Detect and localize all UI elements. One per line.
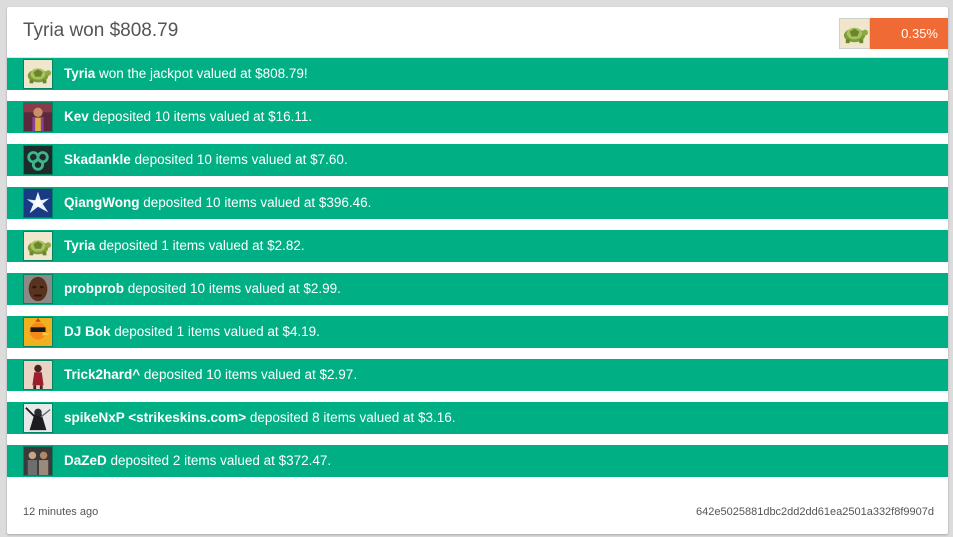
dancer-avatar-icon[interactable]: [23, 360, 53, 390]
burst-avatar-icon[interactable]: [23, 188, 53, 218]
round-footer: 12 minutes ago 642e5025881dbc2dd2dd61ea2…: [7, 494, 948, 534]
deposit-row: QiangWong deposited 10 items valued at $…: [7, 187, 948, 219]
deposit-description: deposited 1 items valued at $2.82.: [95, 238, 305, 253]
chicken-avatar-icon[interactable]: [23, 317, 53, 347]
deposit-text: DaZeD deposited 2 items valued at $372.4…: [64, 453, 331, 468]
player-name[interactable]: Skadankle: [64, 152, 131, 167]
player-name[interactable]: probprob: [64, 281, 124, 296]
deposit-description: deposited 2 items valued at $372.47.: [106, 453, 332, 468]
deposit-description: deposited 10 items valued at $2.97.: [140, 367, 358, 382]
deposit-row: Tyria deposited 1 items valued at $2.82.: [7, 230, 948, 262]
deposit-row: Tyria won the jackpot valued at $808.79!: [7, 58, 948, 90]
jackpot-round-card: Tyria won $808.79 0.35% Tyria won the ja…: [7, 7, 948, 534]
deposit-row: Skadankle deposited 10 items valued at $…: [7, 144, 948, 176]
winner-summary: 0.35%: [839, 18, 948, 49]
deposit-text: spikeNxP <strikeskins.com> deposited 8 i…: [64, 410, 456, 425]
deposit-text: Kev deposited 10 items valued at $16.11.: [64, 109, 312, 124]
deposit-text: Tyria deposited 1 items valued at $2.82.: [64, 238, 305, 253]
player-name[interactable]: Tyria: [64, 66, 96, 81]
deposit-text: QiangWong deposited 10 items valued at $…: [64, 195, 371, 210]
round-time: 12 minutes ago: [23, 506, 99, 518]
round-header: Tyria won $808.79 0.35%: [7, 7, 948, 58]
player-name[interactable]: spikeNxP <strikeskins.com>: [64, 410, 247, 425]
deposit-row: DaZeD deposited 2 items valued at $372.4…: [7, 445, 948, 477]
group-avatar-icon[interactable]: [23, 446, 53, 476]
player-name[interactable]: DJ Bok: [64, 324, 111, 339]
deposit-description: deposited 8 items valued at $3.16.: [246, 410, 456, 425]
deposit-description: deposited 10 items valued at $7.60.: [130, 152, 348, 167]
deposit-description: deposited 10 items valued at $2.99.: [124, 281, 341, 296]
ninja-avatar-icon[interactable]: [23, 403, 53, 433]
round-title: Tyria won $808.79: [23, 20, 179, 41]
player-name[interactable]: Trick2hard^: [64, 367, 141, 382]
deposit-description: won the jackpot valued at $808.79!: [95, 66, 308, 81]
deposit-text: Skadankle deposited 10 items valued at $…: [64, 152, 348, 167]
deposit-description: deposited 10 items valued at $396.46.: [139, 195, 372, 210]
face-avatar-icon[interactable]: [23, 274, 53, 304]
player-name[interactable]: DaZeD: [64, 453, 107, 468]
deposit-description: deposited 10 items valued at $16.11.: [88, 109, 313, 124]
round-hash: 642e5025881dbc2dd2dd61ea2501a332f8f9907d: [696, 506, 934, 518]
turtle-avatar-icon[interactable]: [839, 18, 870, 49]
deposit-row: DJ Bok deposited 1 items valued at $4.19…: [7, 316, 948, 348]
deposit-row: Kev deposited 10 items valued at $16.11.: [7, 101, 948, 133]
deposit-row: probprob deposited 10 items valued at $2…: [7, 273, 948, 305]
deposit-text: Trick2hard^ deposited 10 items valued at…: [64, 367, 357, 382]
turtle-avatar-icon-graphic: [840, 19, 869, 48]
turtle-avatar-icon[interactable]: [23, 231, 53, 261]
turtle-avatar-icon[interactable]: [23, 59, 53, 89]
win-chance: 0.35%: [870, 18, 948, 49]
person-avatar-icon[interactable]: [23, 102, 53, 132]
deposit-description: deposited 1 items valued at $4.19.: [110, 324, 320, 339]
player-name[interactable]: Tyria: [64, 238, 96, 253]
deposit-text: Tyria won the jackpot valued at $808.79!: [64, 66, 308, 81]
deposit-row: Trick2hard^ deposited 10 items valued at…: [7, 359, 948, 391]
swirl-avatar-icon[interactable]: [23, 145, 53, 175]
player-name[interactable]: QiangWong: [64, 195, 140, 210]
player-name[interactable]: Kev: [64, 109, 89, 124]
deposit-text: DJ Bok deposited 1 items valued at $4.19…: [64, 324, 320, 339]
deposit-row: spikeNxP <strikeskins.com> deposited 8 i…: [7, 402, 948, 434]
deposit-text: probprob deposited 10 items valued at $2…: [64, 281, 341, 296]
